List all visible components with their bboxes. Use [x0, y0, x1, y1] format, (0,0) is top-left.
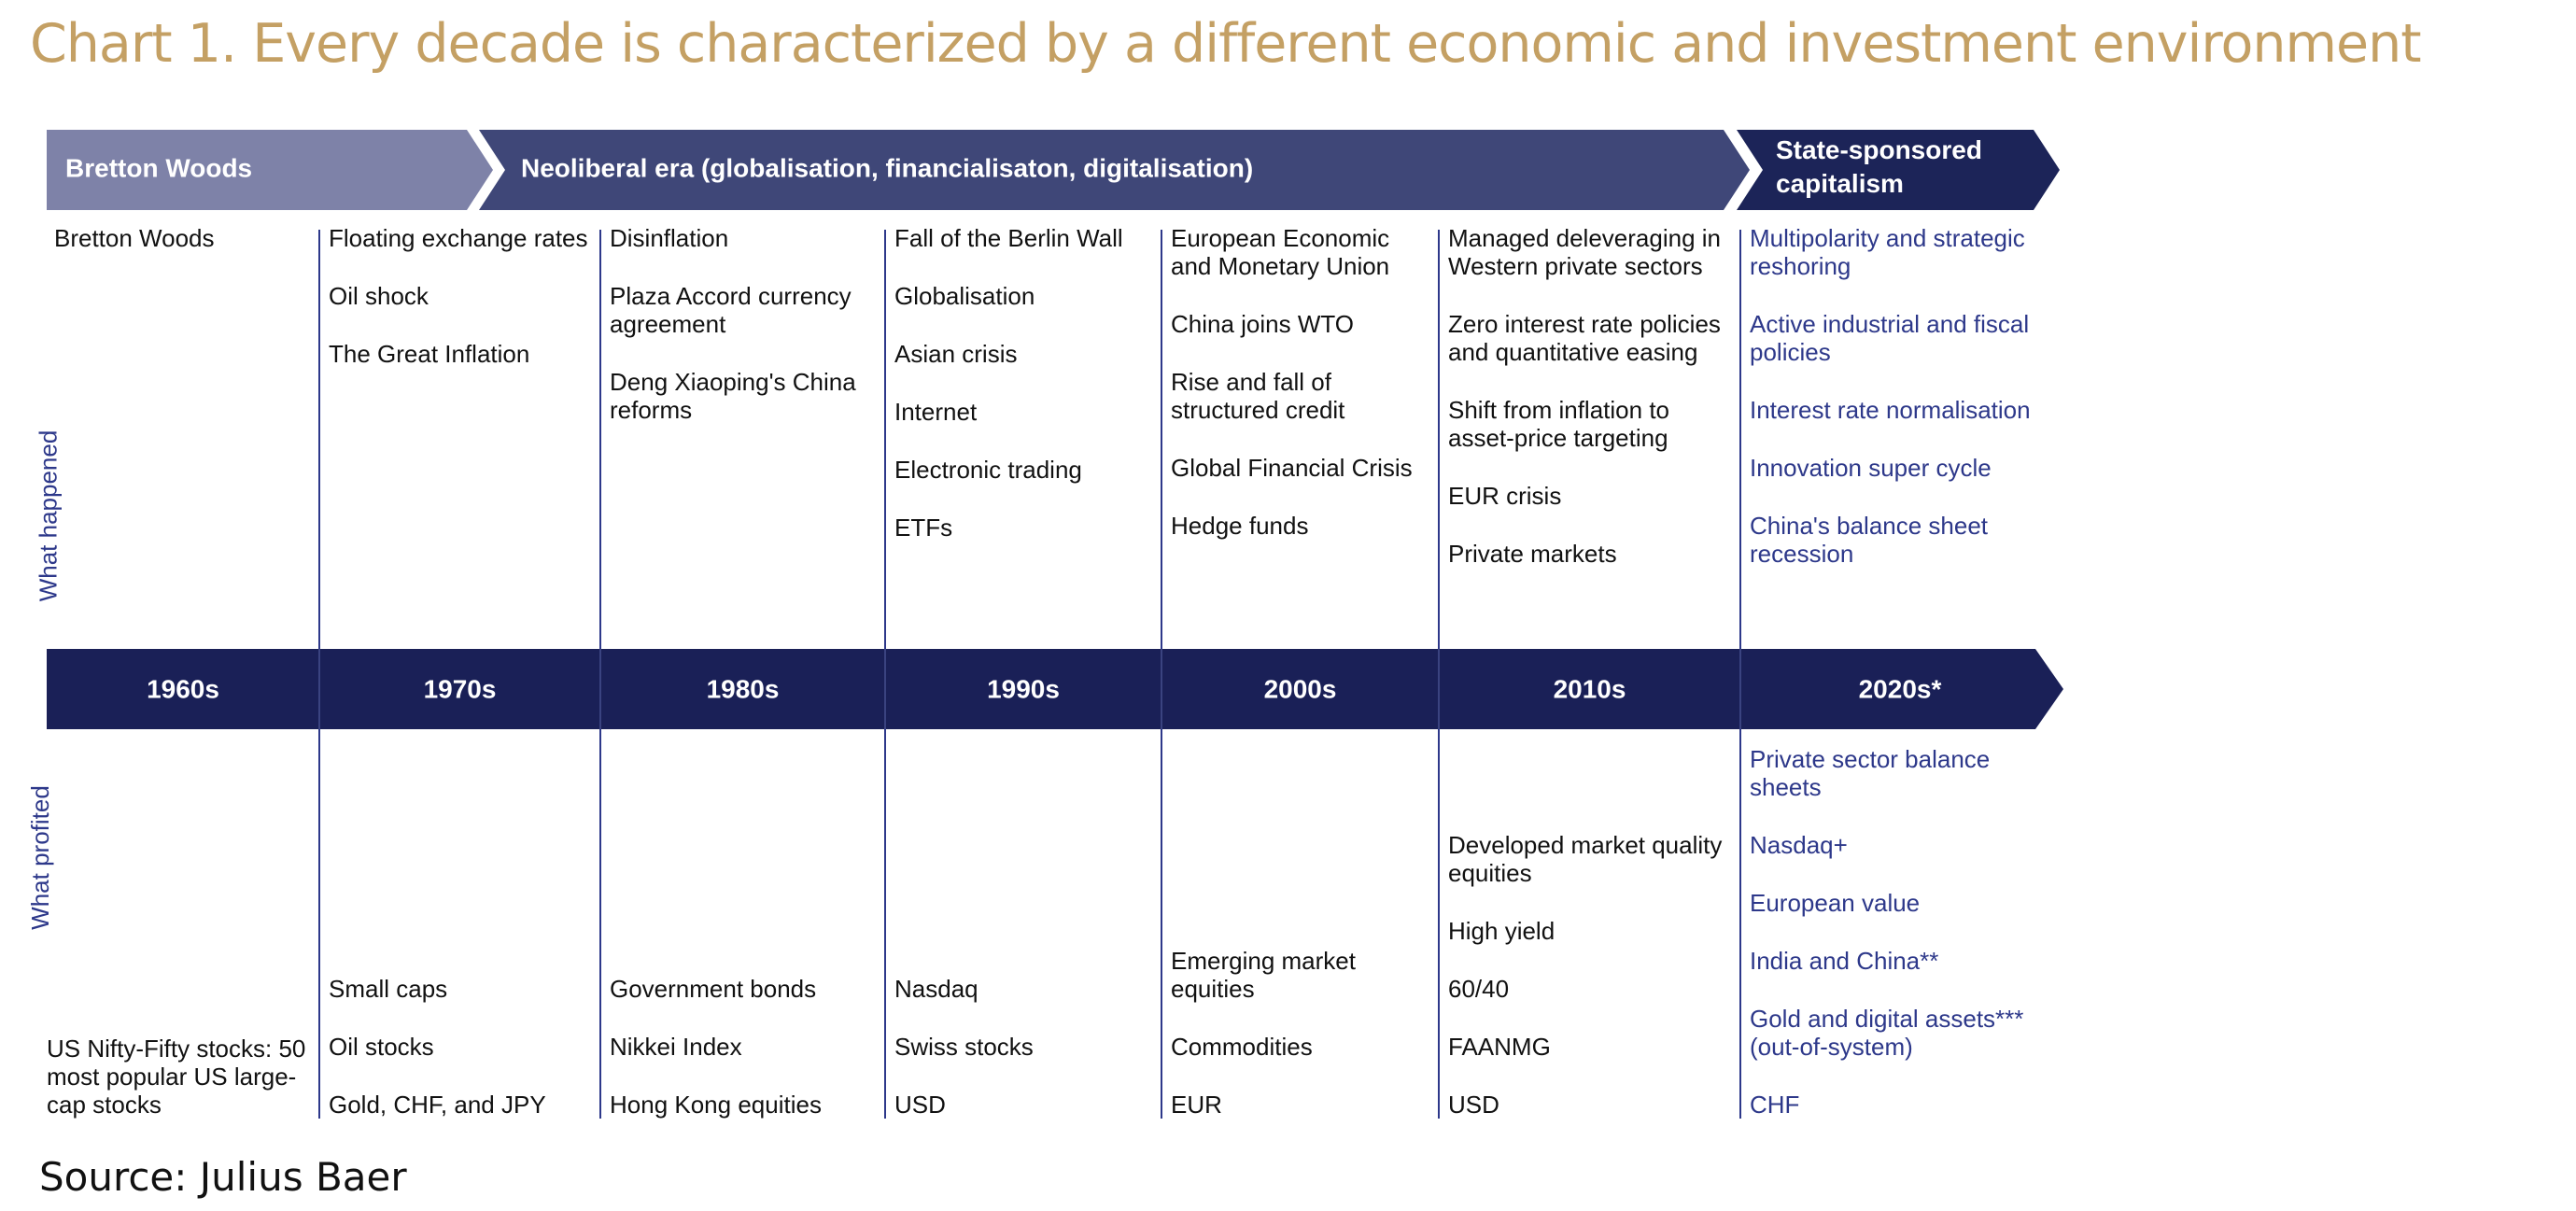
happened-item: Deng Xiaoping's China reforms	[610, 368, 856, 424]
happened-item: EUR crisis	[1448, 482, 1562, 510]
profited-item: Nasdaq	[894, 975, 978, 1003]
happened-item: Globalisation	[894, 282, 1035, 310]
happened-cell: Fall of the Berlin Wall Globalisation Asia…	[894, 224, 1156, 571]
profited-item: Private sector balance sheets	[1750, 745, 1991, 801]
profited-item: Gold, CHF, and JPY	[329, 1091, 546, 1119]
era-arrow	[47, 130, 493, 210]
happened-cell: Bretton Woods	[54, 224, 314, 282]
happened-item: Fall of the Berlin Wall	[894, 224, 1123, 252]
profited-item: US Nifty-Fifty stocks: 50 most popular U…	[47, 1035, 306, 1119]
era-label: Neoliberal era (globalisation, financial…	[521, 153, 1253, 182]
source: Source: Julius Baer	[39, 1154, 407, 1200]
profited-cell: Emerging market equities Commodities EUR	[1171, 729, 1433, 1119]
happened-cell: Multipolarity and strategic reshoring Act…	[1750, 224, 2054, 598]
profited-cell: Private sector balance sheets Nasdaq+ Euro…	[1750, 729, 2054, 1119]
happened-item: Shift from inflation to asset-price targ…	[1448, 396, 1669, 452]
profited-item: FAANMG	[1448, 1033, 1551, 1061]
profited-item: Government bonds	[610, 975, 817, 1003]
profited-cell: Nasdaq Swiss stocks USD	[894, 729, 1156, 1119]
happened-item: Electronic trading	[894, 456, 1082, 484]
profited-item: India and China**	[1750, 947, 1939, 975]
happened-cell: Managed deleveraging in Western private …	[1448, 224, 1735, 598]
happened-item: European Economic and Monetary Union	[1171, 224, 1390, 280]
profited-item: Nikkei Index	[610, 1033, 742, 1061]
profited-cell: US Nifty-Fifty stocks: 50 most popular U…	[47, 729, 306, 1119]
happened-cell: European Economic and Monetary Union Chin…	[1171, 224, 1433, 570]
happened-item: Innovation super cycle	[1750, 454, 1992, 482]
happened-item: Private markets	[1448, 540, 1617, 568]
happened-item: Rise and fall of structured credit	[1171, 368, 1345, 424]
era-arrow	[1737, 130, 2060, 210]
profited-item: High yield	[1448, 917, 1555, 945]
profited-item: USD	[1448, 1091, 1499, 1119]
title: Chart 1. Every decade is characterized b…	[30, 13, 2422, 75]
happened-item: China's balance sheet recession	[1750, 512, 1989, 568]
decade-label: 2000s	[1264, 674, 1337, 703]
profited-cell: Government bonds Nikkei Index Hong Kong eq…	[610, 729, 880, 1119]
happened-item: Managed deleveraging in Western private …	[1448, 224, 1721, 280]
profited-item: Commodities	[1171, 1033, 1313, 1061]
happened-item: Global Financial Crisis	[1171, 454, 1413, 482]
decade-label: 1970s	[424, 674, 497, 703]
happened-item: Multipolarity and strategic reshoring	[1750, 224, 2025, 280]
decade-label: 1980s	[707, 674, 780, 703]
happened-cell: Floating exchange rates Oil shock The Grea…	[329, 224, 595, 398]
profited-cell: Developed market quality equities High yi…	[1448, 729, 1735, 1119]
profited-item: Small caps	[329, 975, 448, 1003]
profited-item: Gold and digital assets*** (out-of-syste…	[1750, 1005, 2024, 1061]
era-arrow	[479, 130, 1750, 210]
profited-item: Oil stocks	[329, 1033, 434, 1061]
profited-item: EUR	[1171, 1091, 1222, 1119]
happened-item: The Great Inflation	[329, 340, 530, 368]
happened-item: Disinflation	[610, 224, 729, 252]
happened-item: Zero interest rate policies and quantita…	[1448, 310, 1721, 366]
happened-item: Active industrial and fiscal policies	[1750, 310, 2030, 366]
profited-item: 60/40	[1448, 975, 1510, 1003]
decade-label: 2020s*	[1859, 674, 1942, 703]
happened-item: Asian crisis	[894, 340, 1018, 368]
row-label: What happened	[34, 429, 63, 602]
happened-item: China joins WTO	[1171, 310, 1355, 338]
profited-cell: Small caps Oil stocks Gold, CHF, and JPY	[329, 729, 595, 1119]
happened-item: Interest rate normalisation	[1750, 396, 2031, 424]
profited-item: Developed market quality equities	[1448, 831, 1723, 887]
happened-item: Hedge funds	[1171, 512, 1309, 540]
decade-band	[47, 649, 2063, 729]
decade-label: 2010s	[1554, 674, 1626, 703]
profited-item: Hong Kong equities	[610, 1091, 822, 1119]
decade-label: 1990s	[987, 674, 1060, 703]
happened-item: Floating exchange rates	[329, 224, 588, 252]
profited-item: Emerging market equities	[1171, 947, 1356, 1003]
profited-item: European value	[1750, 889, 1921, 917]
happened-item: Internet	[894, 398, 978, 426]
happened-cell: Disinflation Plaza Accord currency agreem…	[610, 224, 880, 454]
profited-item: CHF	[1750, 1091, 1800, 1119]
era-label: Bretton Woods	[65, 153, 252, 182]
happened-item: ETFs	[894, 514, 953, 542]
decade-label: 1960s	[147, 674, 219, 703]
happened-item: Plaza Accord currency agreement	[610, 282, 852, 338]
happened-item: Bretton Woods	[54, 224, 215, 252]
happened-item: Oil shock	[329, 282, 429, 310]
profited-item: Swiss stocks	[894, 1033, 1034, 1061]
profited-item: Nasdaq+	[1750, 831, 1848, 859]
era-label: State-sponsored capitalism	[1776, 135, 1982, 198]
profited-item: USD	[894, 1091, 946, 1119]
